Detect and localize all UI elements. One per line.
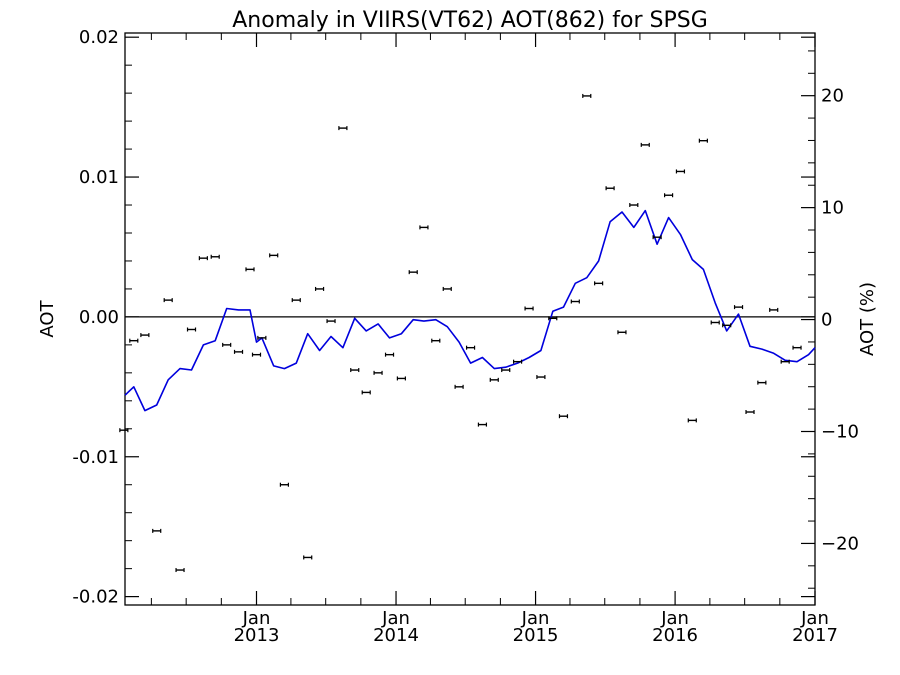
x-tick-year-label: 2015 xyxy=(513,625,559,646)
anomaly-point xyxy=(442,286,452,291)
y-tick-label: -0.02 xyxy=(72,587,119,608)
x-tick-month-label: Jan xyxy=(521,608,550,629)
anomaly-point xyxy=(251,352,262,357)
anomaly-point xyxy=(757,380,767,385)
anomaly-point xyxy=(652,235,662,240)
anomaly-point xyxy=(745,410,755,415)
anomaly-point xyxy=(558,414,569,419)
anomaly-point xyxy=(769,307,779,312)
anomaly-point xyxy=(303,555,313,560)
anomaly-point xyxy=(198,256,208,261)
anomaly-point xyxy=(186,327,197,332)
anomaly-point xyxy=(408,270,418,275)
anomaly-point xyxy=(465,345,476,350)
y-tick-label: 0.02 xyxy=(79,27,119,48)
anomaly-point xyxy=(733,305,744,310)
x-tick-month-label: Jan xyxy=(800,608,829,629)
x-tick-month-label: Jan xyxy=(242,608,271,629)
anomaly-point xyxy=(257,335,267,340)
anomaly-point xyxy=(291,298,301,303)
anomaly-point xyxy=(152,528,162,533)
anomaly-point xyxy=(326,319,336,324)
plot-frame xyxy=(124,32,816,606)
smoothed-anomaly-line xyxy=(124,209,816,412)
anomaly-point xyxy=(163,298,173,303)
anomaly-point xyxy=(140,333,150,338)
anomaly-point xyxy=(640,142,650,147)
axes: 0.020.010.00-0.01-0.0220100−10−20Jan2013… xyxy=(72,27,859,646)
y-tick-label: 0.00 xyxy=(79,307,119,328)
anomaly-point xyxy=(792,345,802,350)
anomaly-point xyxy=(431,338,441,343)
x-tick-year-label: 2016 xyxy=(652,625,698,646)
anomaly-point xyxy=(233,349,244,354)
x-tick-month-label: Jan xyxy=(381,608,410,629)
anomaly-point xyxy=(454,384,464,389)
anomaly-point xyxy=(710,320,720,325)
chart-title: Anomaly in VIIRS(VT62) AOT(862) for SPSG xyxy=(232,8,708,33)
y-axis-label: AOT xyxy=(37,299,58,337)
anomaly-point xyxy=(722,323,732,328)
anomaly-point xyxy=(419,225,429,230)
anomaly-point xyxy=(314,286,325,291)
anomaly-point xyxy=(629,203,639,208)
anomaly-point xyxy=(501,368,511,373)
anomaly-point xyxy=(477,422,488,427)
anomaly-point xyxy=(524,306,534,311)
anomaly-trend-line xyxy=(124,209,816,412)
y2-tick-label: 10 xyxy=(821,198,844,219)
anomaly-point xyxy=(175,568,185,573)
anomaly-point xyxy=(338,126,348,131)
y-tick-label: -0.01 xyxy=(72,447,119,468)
anomaly-point xyxy=(617,330,627,335)
anomaly-point xyxy=(536,375,546,380)
anomaly-point xyxy=(269,253,279,258)
y-tick-label: 0.01 xyxy=(79,167,119,188)
anomaly-point xyxy=(698,138,708,143)
monthly-anomaly-points xyxy=(119,93,802,573)
anomaly-point xyxy=(245,267,255,272)
anomaly-point xyxy=(210,254,220,259)
anomaly-point xyxy=(489,377,499,382)
anomaly-point xyxy=(548,316,558,321)
anomaly-point xyxy=(222,342,232,347)
x-tick-year-label: 2014 xyxy=(373,625,419,646)
anomaly-point xyxy=(594,281,604,286)
anomaly-point xyxy=(663,193,674,198)
y2-axis-label: AOT (%) xyxy=(857,282,878,356)
anomaly-point xyxy=(373,370,383,375)
anomaly-point xyxy=(119,428,129,433)
x-tick-month-label: Jan xyxy=(660,608,689,629)
anomaly-point xyxy=(512,359,523,364)
x-tick-year-label: 2013 xyxy=(234,625,280,646)
y2-tick-label: −10 xyxy=(821,421,859,442)
anomaly-point xyxy=(384,352,395,357)
anomaly-point xyxy=(396,376,406,381)
y2-tick-label: 20 xyxy=(821,86,844,107)
anomaly-point xyxy=(279,482,290,487)
y2-tick-label: 0 xyxy=(821,310,832,331)
anomaly-point xyxy=(582,93,592,98)
anomaly-point xyxy=(129,338,139,343)
anomaly-point xyxy=(780,359,790,364)
anomaly-point xyxy=(361,390,371,395)
anomaly-point xyxy=(570,299,580,304)
anomaly-point xyxy=(675,169,686,174)
y2-tick-label: −20 xyxy=(821,533,859,554)
anomaly-point xyxy=(605,186,615,191)
anomaly-point xyxy=(687,418,697,423)
x-tick-year-label: 2017 xyxy=(792,625,838,646)
anomaly-point xyxy=(350,368,360,373)
